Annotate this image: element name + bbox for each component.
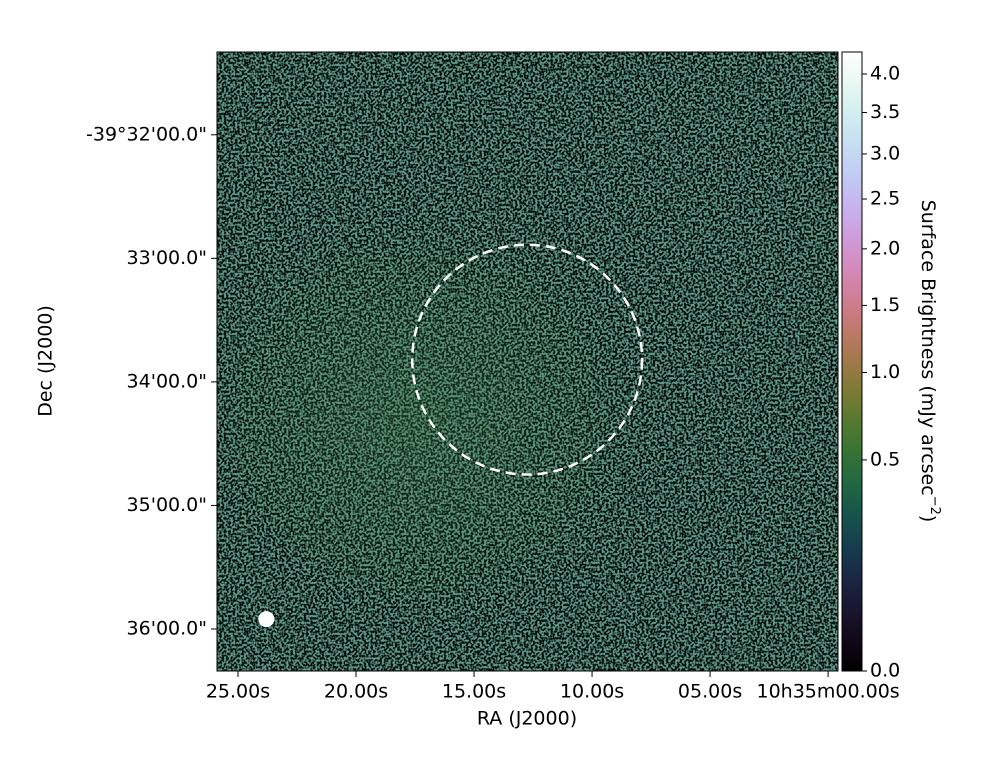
x-tick-label: 10.00s xyxy=(560,681,624,703)
x-tick-label: 15.00s xyxy=(442,681,506,703)
colorbar-tick-label: 0.5 xyxy=(870,448,900,470)
colorbar xyxy=(841,51,863,672)
y-tick-label: 36'00.0" xyxy=(127,617,207,639)
colorbar-tick-label: 3.5 xyxy=(870,101,900,123)
colorbar-tick-label: 2.5 xyxy=(870,188,900,210)
colorbar-label-text: Surface Brightness (mJy arcsec xyxy=(918,200,940,496)
y-tick-label: 35'00.0" xyxy=(127,494,207,516)
axes-frame xyxy=(216,51,839,672)
y-tick-label: 33'00.0" xyxy=(127,247,207,269)
colorbar-tick-label: 2.0 xyxy=(870,237,900,259)
y-tick-label: -39°32'00.0" xyxy=(86,123,207,145)
colorbar-tick-label: 3.0 xyxy=(870,142,900,164)
colorbar-label-exponent: −2 xyxy=(928,496,943,515)
region-circle xyxy=(410,243,644,476)
image xyxy=(217,52,838,671)
colorbar-tick-label: 4.0 xyxy=(870,62,900,84)
x-tick-label: 05.00s xyxy=(678,681,742,703)
x-axis-label: RA (J2000) xyxy=(477,708,577,730)
colorbar-label-end: ) xyxy=(918,515,940,522)
colorbar-tick-label: 1.0 xyxy=(870,361,900,383)
x-tick-label: 25.00s xyxy=(206,681,270,703)
y-axis-label: Dec (J2000) xyxy=(35,305,57,417)
beam xyxy=(258,611,275,628)
x-tick-label: 10h35m00.00s xyxy=(756,681,899,703)
colorbar-tick-label: 1.5 xyxy=(870,294,900,316)
diffuse-emission xyxy=(220,200,660,600)
colorbar-label: Surface Brightness (mJy arcsec−2) xyxy=(918,200,943,523)
colorbar-tick-label: 0.0 xyxy=(870,660,900,682)
x-tick-label: 20.00s xyxy=(324,681,388,703)
y-tick-label: 34'00.0" xyxy=(127,370,207,392)
